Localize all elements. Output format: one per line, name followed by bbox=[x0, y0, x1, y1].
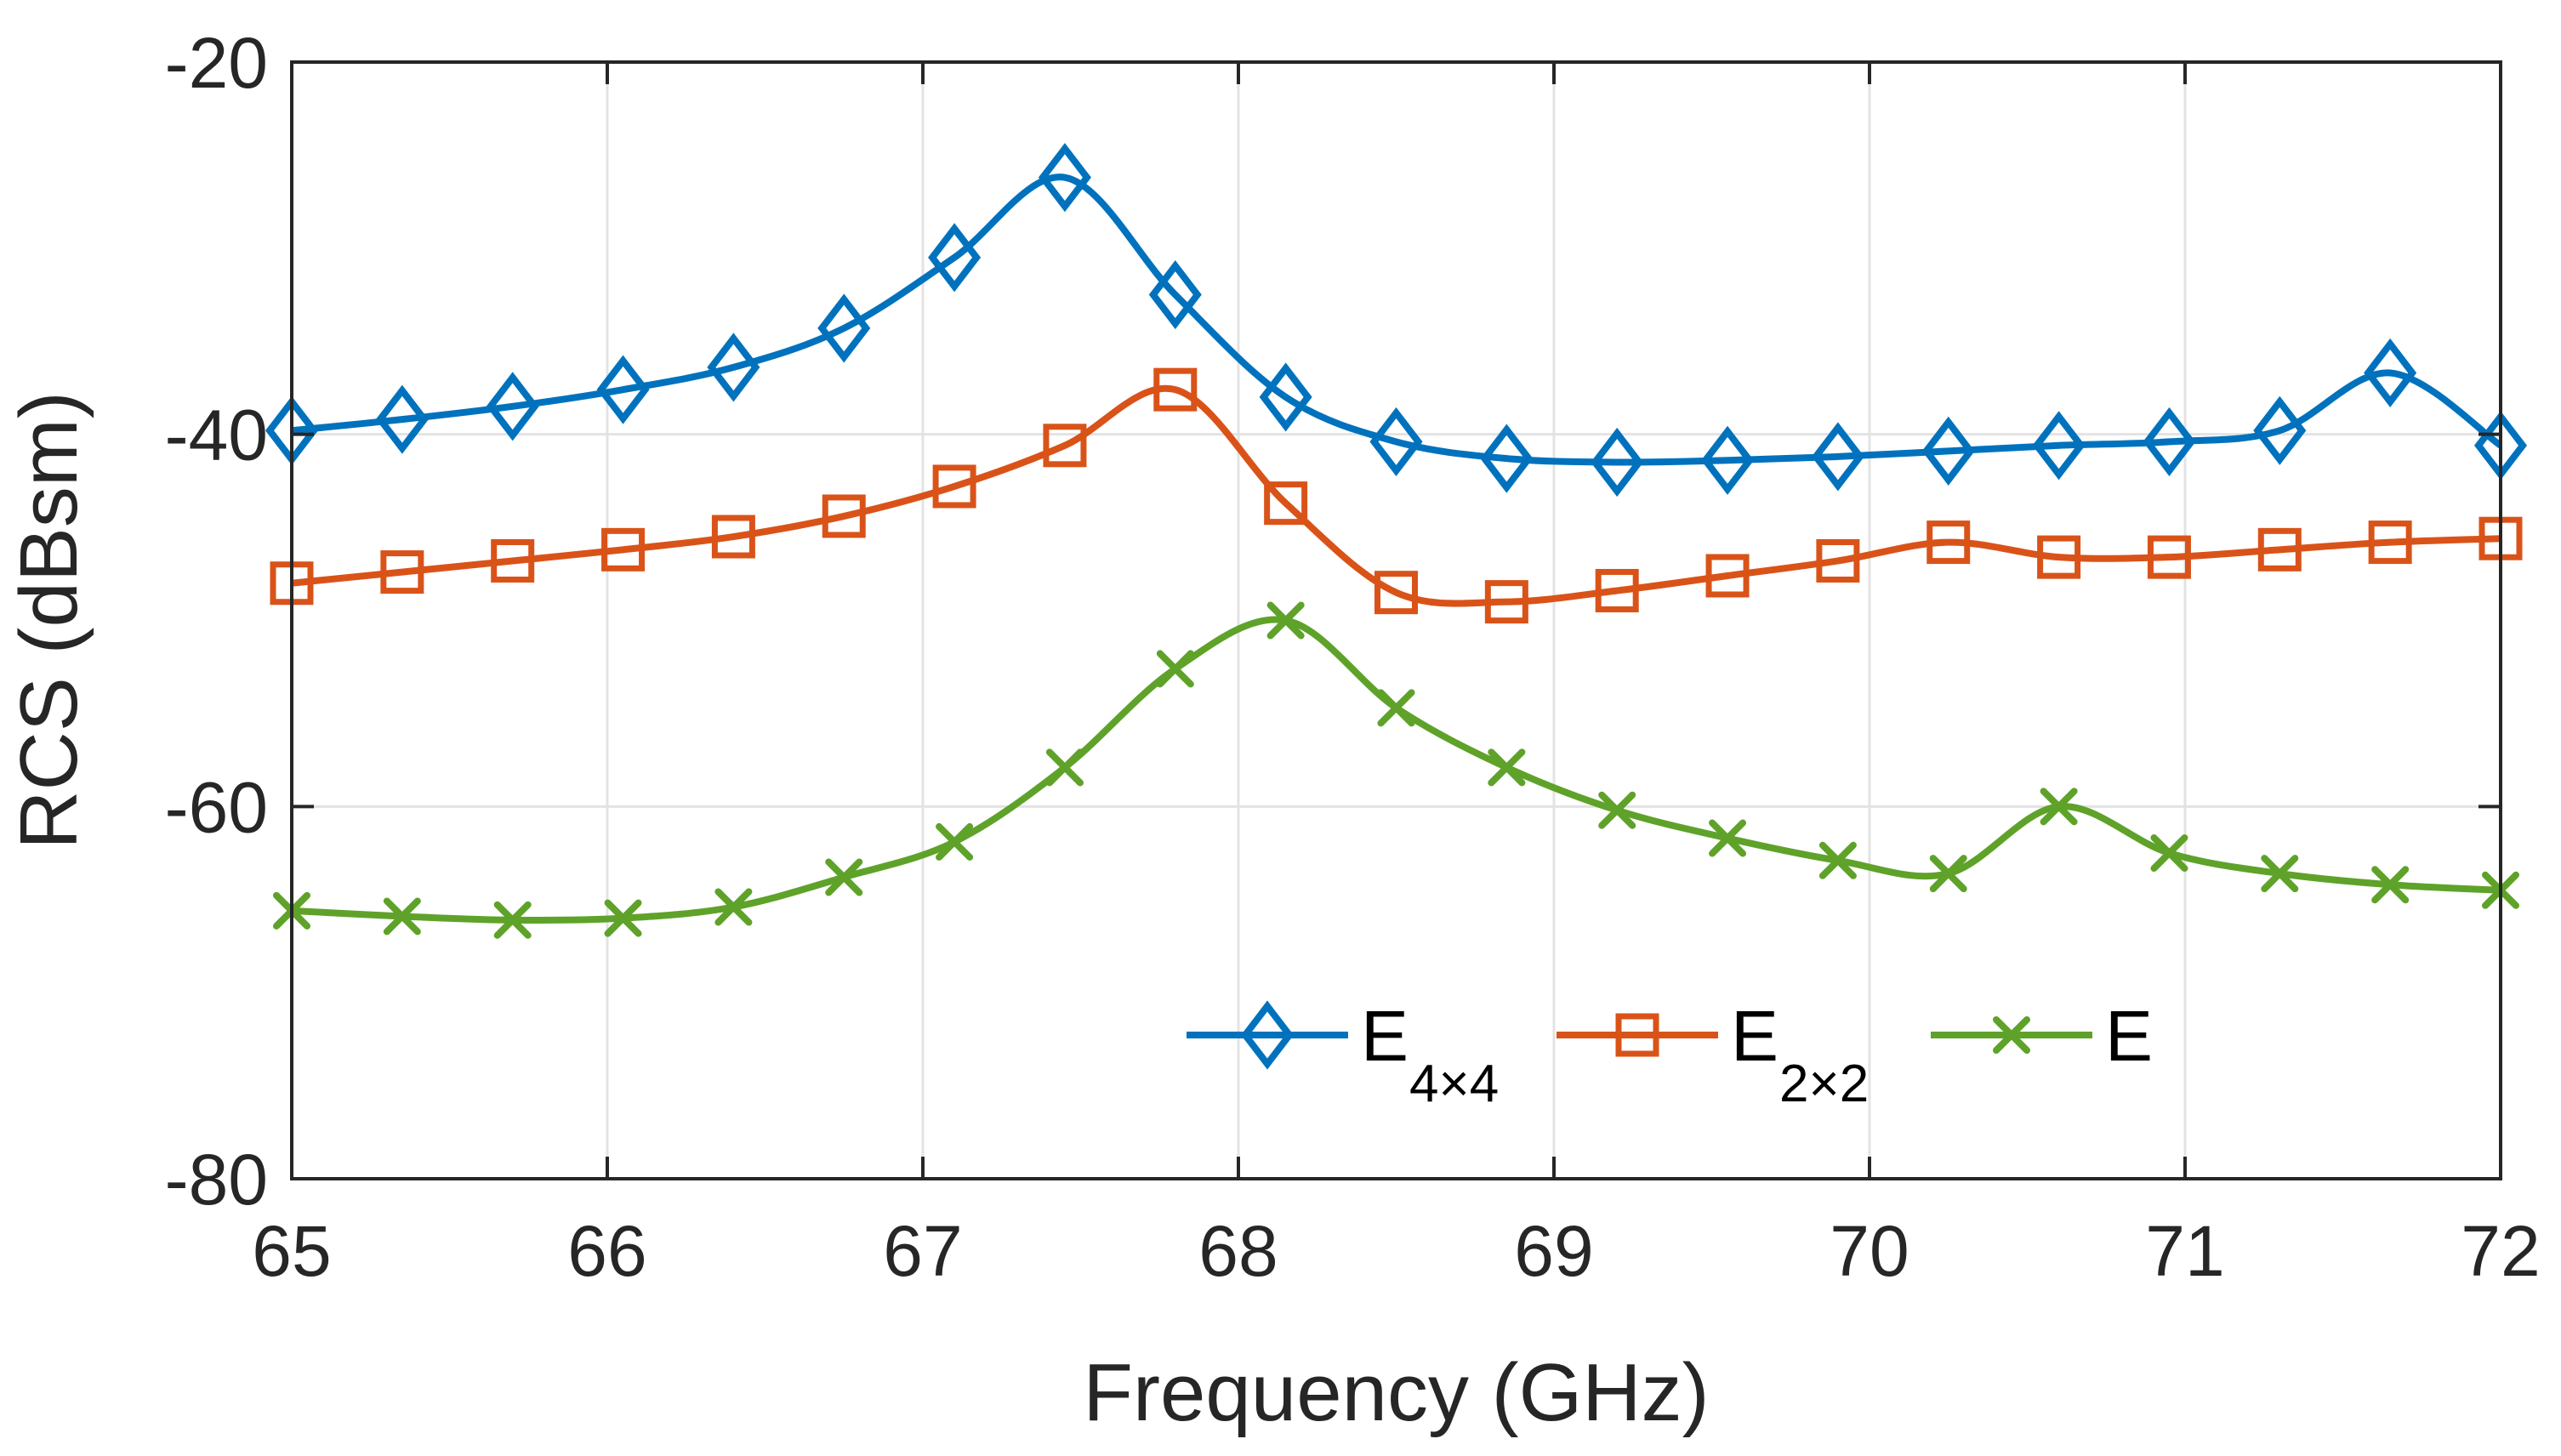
legend-entry: E4×4 bbox=[1187, 996, 1499, 1113]
data-point bbox=[1377, 689, 1415, 727]
data-point bbox=[2364, 338, 2417, 408]
data-point bbox=[714, 888, 753, 926]
data-point bbox=[1038, 143, 1091, 213]
data-point bbox=[380, 550, 424, 594]
x-tick-label: 65 bbox=[252, 1211, 331, 1291]
data-point bbox=[1929, 855, 1967, 893]
data-point bbox=[375, 384, 429, 454]
x-tick-label: 66 bbox=[567, 1211, 646, 1291]
data-point bbox=[604, 899, 642, 937]
data-point bbox=[2040, 788, 2078, 826]
legend-entry: E bbox=[1931, 996, 2153, 1076]
legend-subscript: 4×4 bbox=[1409, 1055, 1499, 1113]
data-point bbox=[822, 494, 866, 538]
data-point bbox=[1480, 424, 1534, 493]
data-point bbox=[1045, 748, 1084, 787]
data-point bbox=[1259, 362, 1312, 432]
plot-frame bbox=[290, 60, 2502, 1180]
data-point bbox=[1369, 407, 1423, 477]
data-point bbox=[1153, 367, 1198, 412]
legend: E4×4E2×2E bbox=[1187, 996, 2153, 1113]
data-point bbox=[2150, 834, 2188, 873]
x-tick-label: 69 bbox=[1514, 1211, 1593, 1291]
data-point bbox=[1818, 841, 1857, 879]
data-point bbox=[1811, 422, 1864, 492]
data-point bbox=[2032, 411, 2086, 481]
data-point bbox=[2253, 395, 2307, 465]
data-point bbox=[383, 897, 421, 936]
data-point bbox=[493, 901, 532, 939]
data-point bbox=[932, 464, 976, 509]
data-point bbox=[2147, 535, 2191, 579]
data-point bbox=[2368, 520, 2412, 565]
data-point bbox=[1595, 568, 1639, 612]
data-point bbox=[1816, 538, 1860, 583]
x-tick-label: 68 bbox=[1198, 1211, 1278, 1291]
series-diamond bbox=[265, 143, 2528, 498]
series-x bbox=[273, 601, 2519, 939]
data-point bbox=[1488, 748, 1526, 787]
data-point bbox=[1374, 571, 1418, 615]
data-point bbox=[1266, 601, 1305, 640]
legend-label: E bbox=[2105, 996, 2153, 1076]
data-point bbox=[707, 333, 760, 402]
data-point bbox=[596, 355, 650, 424]
data-point bbox=[1709, 819, 1747, 857]
y-tick-label: -20 bbox=[165, 23, 268, 103]
legend-marker bbox=[1993, 1016, 2030, 1054]
data-point bbox=[1921, 416, 1975, 486]
data-point bbox=[711, 515, 755, 559]
legend-subscript: 2×2 bbox=[1779, 1055, 1869, 1113]
x-tick-label: 71 bbox=[2145, 1211, 2224, 1291]
data-point bbox=[1598, 791, 1636, 829]
data-point bbox=[2261, 855, 2299, 893]
x-axis-label: Frequency (GHz) bbox=[1083, 1347, 1709, 1438]
x-tick-label: 70 bbox=[1830, 1211, 1909, 1291]
data-point bbox=[1156, 650, 1194, 688]
ticks: 65 66 67 68 69 70 71 72 -80 -60 -40 -20 bbox=[165, 23, 2541, 1291]
y-axis-label: RCS (dBsm) bbox=[3, 391, 94, 850]
y-tick-label: -60 bbox=[165, 767, 268, 847]
data-point bbox=[2037, 535, 2081, 579]
data-point bbox=[825, 858, 863, 896]
legend-marker bbox=[1240, 1000, 1295, 1070]
x-tick-label: 72 bbox=[2461, 1211, 2540, 1291]
legend-marker bbox=[1615, 1013, 1659, 1057]
data-point bbox=[601, 527, 646, 572]
legend-entry: E2×2 bbox=[1557, 996, 1869, 1113]
data-point bbox=[928, 223, 982, 293]
data-point bbox=[2371, 866, 2410, 904]
data-point bbox=[491, 538, 535, 583]
data-point bbox=[1043, 424, 1087, 468]
data-point bbox=[1591, 427, 1644, 498]
y-tick-label: -80 bbox=[165, 1140, 268, 1220]
data-point bbox=[1705, 554, 1750, 598]
y-tick-label: -40 bbox=[165, 395, 268, 475]
legend-label: E bbox=[1361, 996, 1409, 1076]
data-point bbox=[486, 372, 539, 441]
data-point bbox=[817, 293, 871, 363]
data-point bbox=[936, 822, 974, 861]
data-point bbox=[2257, 527, 2302, 572]
data-point bbox=[1148, 259, 1202, 330]
data-point bbox=[2143, 407, 2196, 477]
data-point bbox=[1484, 580, 1528, 624]
x-tick-label: 67 bbox=[883, 1211, 962, 1291]
data-point bbox=[1264, 481, 1308, 526]
data-point bbox=[1701, 425, 1755, 495]
legend-label: E bbox=[1731, 996, 1778, 1076]
data-point bbox=[1926, 520, 1971, 565]
